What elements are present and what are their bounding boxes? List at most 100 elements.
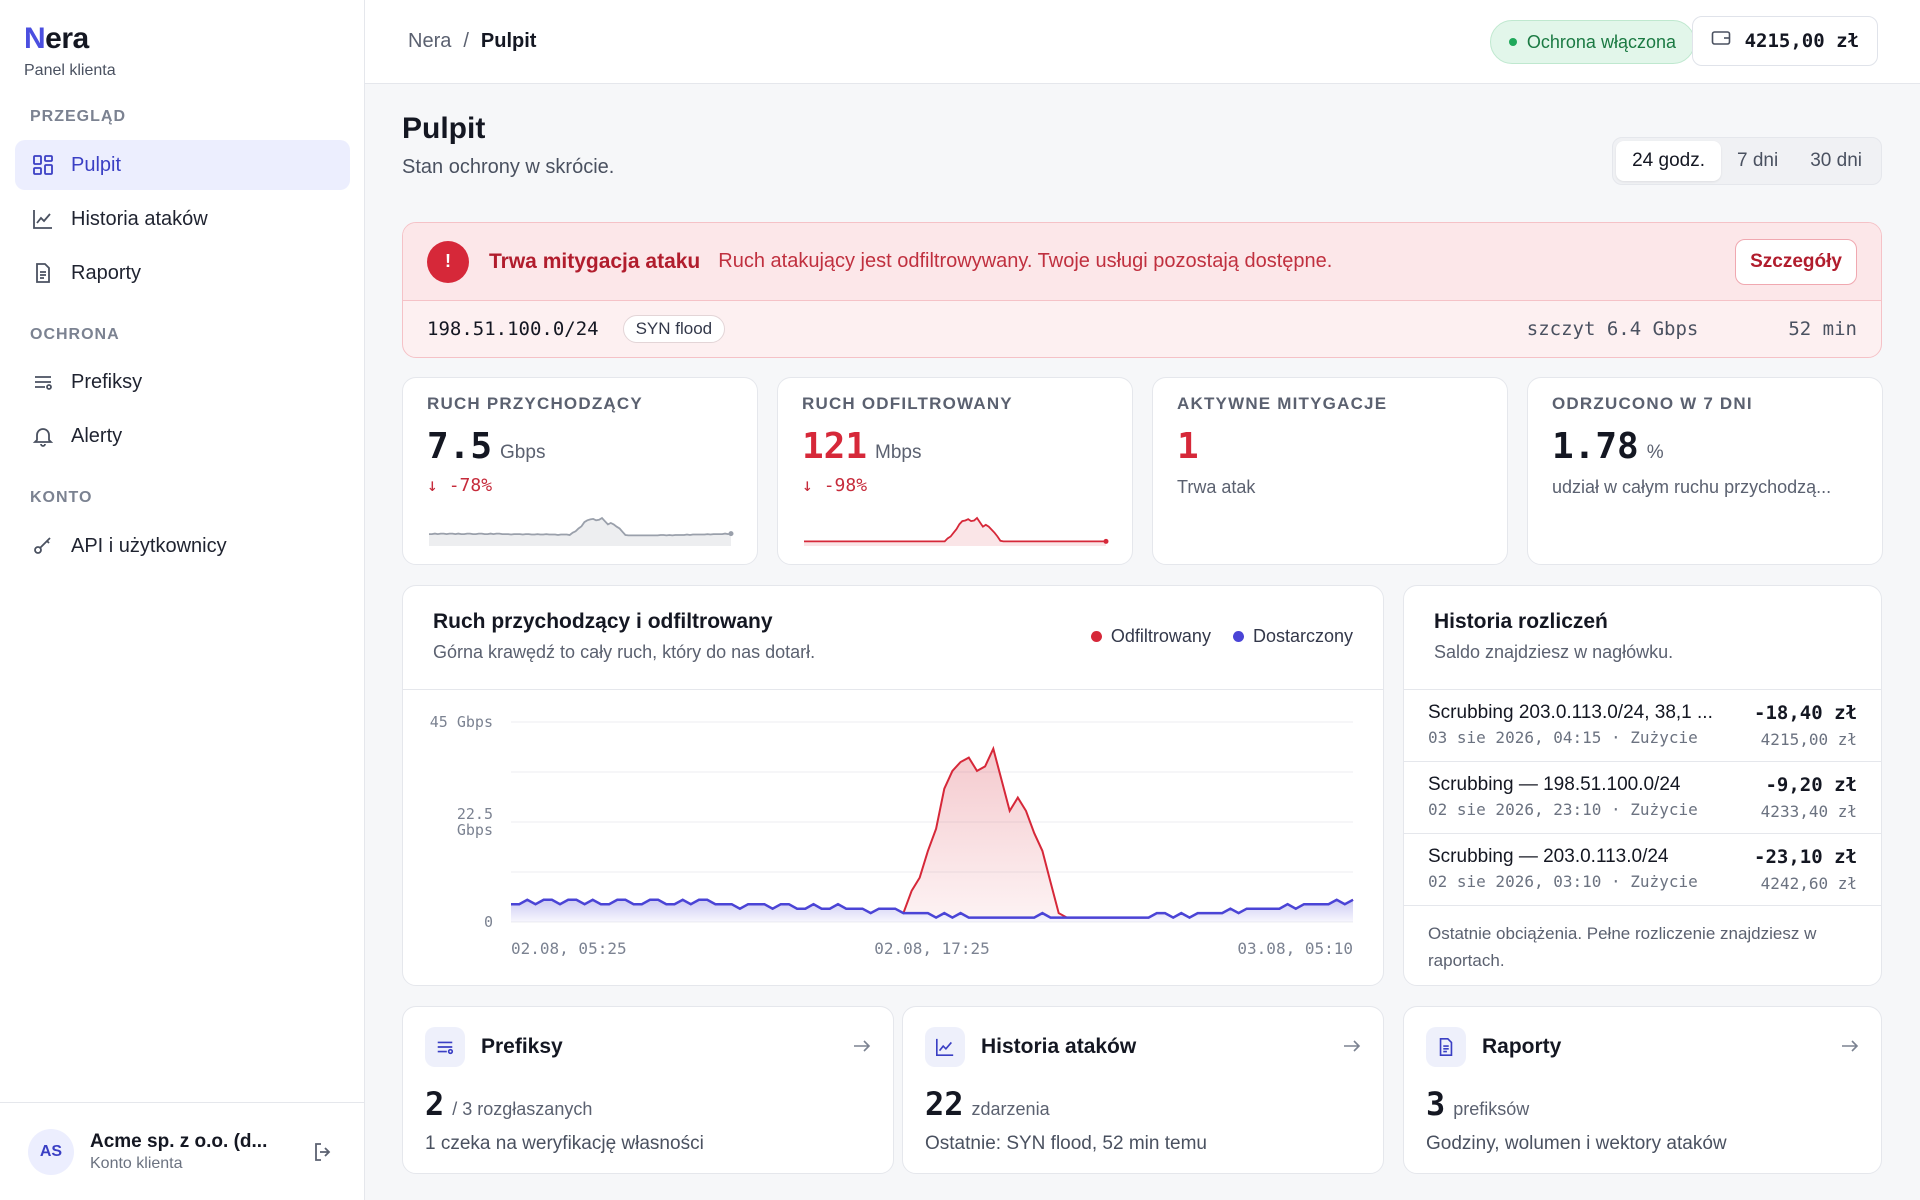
- kpi-unit: %: [1646, 442, 1664, 463]
- brand-subtitle: Panel klienta: [24, 62, 116, 79]
- sidebar-item-alerts[interactable]: Alerty: [15, 411, 350, 461]
- billing-title: Historia rozliczeń: [1434, 610, 1608, 633]
- billing-balance: 4242,60 zł: [1760, 874, 1857, 893]
- billing-subtitle: Saldo znajdziesz w nagłówku.: [1434, 642, 1674, 662]
- kpi-card-incoming: RUCH PRZYCHODZĄCY 7.5 Gbps ↓ -78%: [402, 377, 758, 565]
- billing-row[interactable]: Scrubbing 203.0.113.0/24, 38,1 ... 03 si…: [1404, 690, 1881, 762]
- sidebar-item-label: Pulpit: [71, 153, 122, 176]
- kpi-unit: Gbps: [500, 442, 546, 463]
- sidebar: Nera Panel klienta PRZEGLĄD Pulpit Histo…: [0, 0, 365, 1200]
- sparkline-area: [429, 518, 731, 546]
- sidebar-item-prefixes[interactable]: Prefiksy: [15, 357, 350, 407]
- sidebar-item-api-users[interactable]: API i użytkownicy: [15, 521, 350, 571]
- sparkline-filtered: [804, 516, 1109, 546]
- logo[interactable]: Nera: [24, 22, 89, 55]
- nav-section-overview: PRZEGLĄD: [30, 108, 126, 125]
- kpi-label: RUCH PRZYCHODZĄCY: [427, 394, 643, 413]
- billing-meta: 03 sie 2026, 04:15 · Zużycie: [1428, 728, 1698, 747]
- kpi-value: 7.5: [427, 426, 493, 467]
- kpi-delta: ↓ -78%: [427, 475, 493, 496]
- user-role: Konto klienta: [90, 1154, 183, 1172]
- alert-icon: !: [427, 240, 469, 283]
- sidebar-item-label: Prefiksy: [71, 370, 143, 393]
- sparkline-incoming: [429, 516, 734, 546]
- kpi-card-filtered: RUCH ODFILTROWANY 121 Mbps ↓ -98%: [777, 377, 1133, 565]
- kpi-card-active-mitigations: AKTYWNE MITYGACJE 1 Trwa atak: [1152, 377, 1508, 565]
- range-option-24h[interactable]: 24 godz.: [1616, 141, 1722, 181]
- logout-icon[interactable]: [309, 1138, 337, 1166]
- tile-note: Godziny, wolumen i wektory ataków: [1426, 1133, 1727, 1154]
- y-tick-label: 45 Gbps: [430, 713, 493, 731]
- y-tick-label: 0: [484, 913, 493, 931]
- breadcrumb-home[interactable]: Nera: [408, 30, 452, 52]
- billing-meta: 02 sie 2026, 23:10 · Zużycie: [1428, 800, 1698, 819]
- billing-row[interactable]: Scrubbing — 198.51.100.0/24 02 sie 2026,…: [1404, 762, 1881, 834]
- tile-number: 3: [1426, 1085, 1446, 1123]
- traffic-chart[interactable]: 45 Gbps 22.5 Gbps 0 02.08, 05:25 02.08, 17:25…: [403, 690, 1383, 985]
- breadcrumb-current: Pulpit: [480, 30, 537, 52]
- attack-vector-tag: SYN flood: [622, 315, 726, 343]
- y-tick-label: 22.5 Gbps: [457, 805, 493, 839]
- billing-amount: -9,20 zł: [1765, 774, 1857, 796]
- sidebar-item-pulpit[interactable]: Pulpit: [15, 140, 350, 190]
- tile-reports[interactable]: Raporty 3 prefiksów Godziny, wolumen i we…: [1403, 1006, 1882, 1174]
- tile-attack-history[interactable]: Historia ataków 22 zdarzenia Ostatnie: SY…: [902, 1006, 1384, 1174]
- list-icon: [425, 1027, 465, 1067]
- sparkline-endpoint: [1103, 538, 1109, 544]
- nav-section-account: KONTO: [30, 489, 93, 506]
- billing-amount: -18,40 zł: [1754, 702, 1857, 724]
- chart-title: Ruch przychodzący i odfiltrowany: [433, 610, 773, 633]
- billing-balance: 4215,00 zł: [1760, 730, 1857, 749]
- sidebar-item-label: Historia ataków: [71, 207, 208, 230]
- balance-button[interactable]: 4215,00 zł: [1691, 16, 1878, 66]
- sparkline-endpoint: [728, 531, 734, 537]
- tile-title: Prefiksy: [481, 1035, 563, 1058]
- billing-description: Scrubbing 203.0.113.0/24, 38,1 ...: [1428, 702, 1713, 723]
- billing-history-card: Historia rozliczeń Saldo znajdziesz w na…: [1403, 585, 1882, 986]
- document-icon: [31, 261, 55, 285]
- range-option-30d[interactable]: 30 dni: [1810, 150, 1862, 171]
- series-line-delivered: [511, 898, 1354, 920]
- attack-peak: szczyt 6.4 Gbps: [1526, 318, 1699, 340]
- list-icon: [31, 370, 55, 394]
- chart-line-icon: [925, 1027, 965, 1067]
- time-range-selector: 24 godz. 7 dni 30 dni: [1612, 137, 1882, 185]
- sidebar-item-attack-history[interactable]: Historia ataków: [15, 194, 350, 244]
- legend-item-delivered[interactable]: Dostarczony: [1232, 626, 1353, 647]
- x-tick-label: 02.08, 17:25: [874, 939, 990, 958]
- arrow-right-icon: [853, 1037, 871, 1058]
- page-subtitle: Stan ochrony w skrócie.: [402, 156, 615, 178]
- tile-prefixes[interactable]: Prefiksy 2 / 3 rozgłaszanych 1 czeka na w…: [402, 1006, 894, 1174]
- alert-header: ! Trwa mitygacja ataku Ruch atakujący je…: [403, 223, 1881, 301]
- details-button[interactable]: Szczegóły: [1735, 238, 1857, 285]
- kpi-unit: Mbps: [875, 442, 922, 463]
- chart-line-icon: [31, 207, 55, 231]
- nav-section-protection: OCHRONA: [30, 326, 120, 343]
- kpi-value: 1: [1177, 426, 1199, 467]
- kpi-label: ODRZUCONO W 7 DNI: [1552, 394, 1753, 413]
- kpi-value: 121: [802, 426, 868, 467]
- key-icon: [31, 534, 55, 558]
- alert-details-row: 198.51.100.0/24 SYN flood szczyt 6.4 Gbp…: [403, 301, 1881, 357]
- attacked-prefix: 198.51.100.0/24: [427, 318, 599, 340]
- range-option-7d[interactable]: 7 dni: [1737, 150, 1779, 171]
- legend-item-filtered[interactable]: Odfiltrowany: [1090, 626, 1211, 647]
- tile-unit: prefiksów: [1453, 1099, 1530, 1119]
- breadcrumb-separator: /: [463, 30, 469, 52]
- page-title: Pulpit: [402, 112, 486, 145]
- billing-meta: 02 sie 2026, 03:10 · Zużycie: [1428, 872, 1698, 891]
- sidebar-item-reports[interactable]: Raporty: [15, 248, 350, 298]
- grid-icon: [31, 153, 55, 177]
- x-tick-label: 03.08, 05:10: [1237, 939, 1353, 958]
- sidebar-item-label: Alerty: [71, 424, 123, 447]
- chart-subtitle: Górna krawędź to cały ruch, który do nas…: [433, 642, 816, 662]
- attack-duration: 52 min: [1788, 318, 1857, 340]
- user-profile[interactable]: AS Acme sp. z o.o. (d... Konto klienta: [0, 1102, 365, 1200]
- kpi-label: RUCH ODFILTROWANY: [802, 394, 1013, 413]
- avatar: AS: [28, 1128, 74, 1175]
- billing-row[interactable]: Scrubbing — 203.0.113.0/24 02 sie 2026, …: [1404, 834, 1881, 906]
- sparkline-line: [429, 516, 732, 537]
- series-area-filtered: [511, 748, 1353, 918]
- x-tick-label: 02.08, 05:25: [511, 939, 627, 958]
- arrow-right-icon: [1343, 1037, 1361, 1058]
